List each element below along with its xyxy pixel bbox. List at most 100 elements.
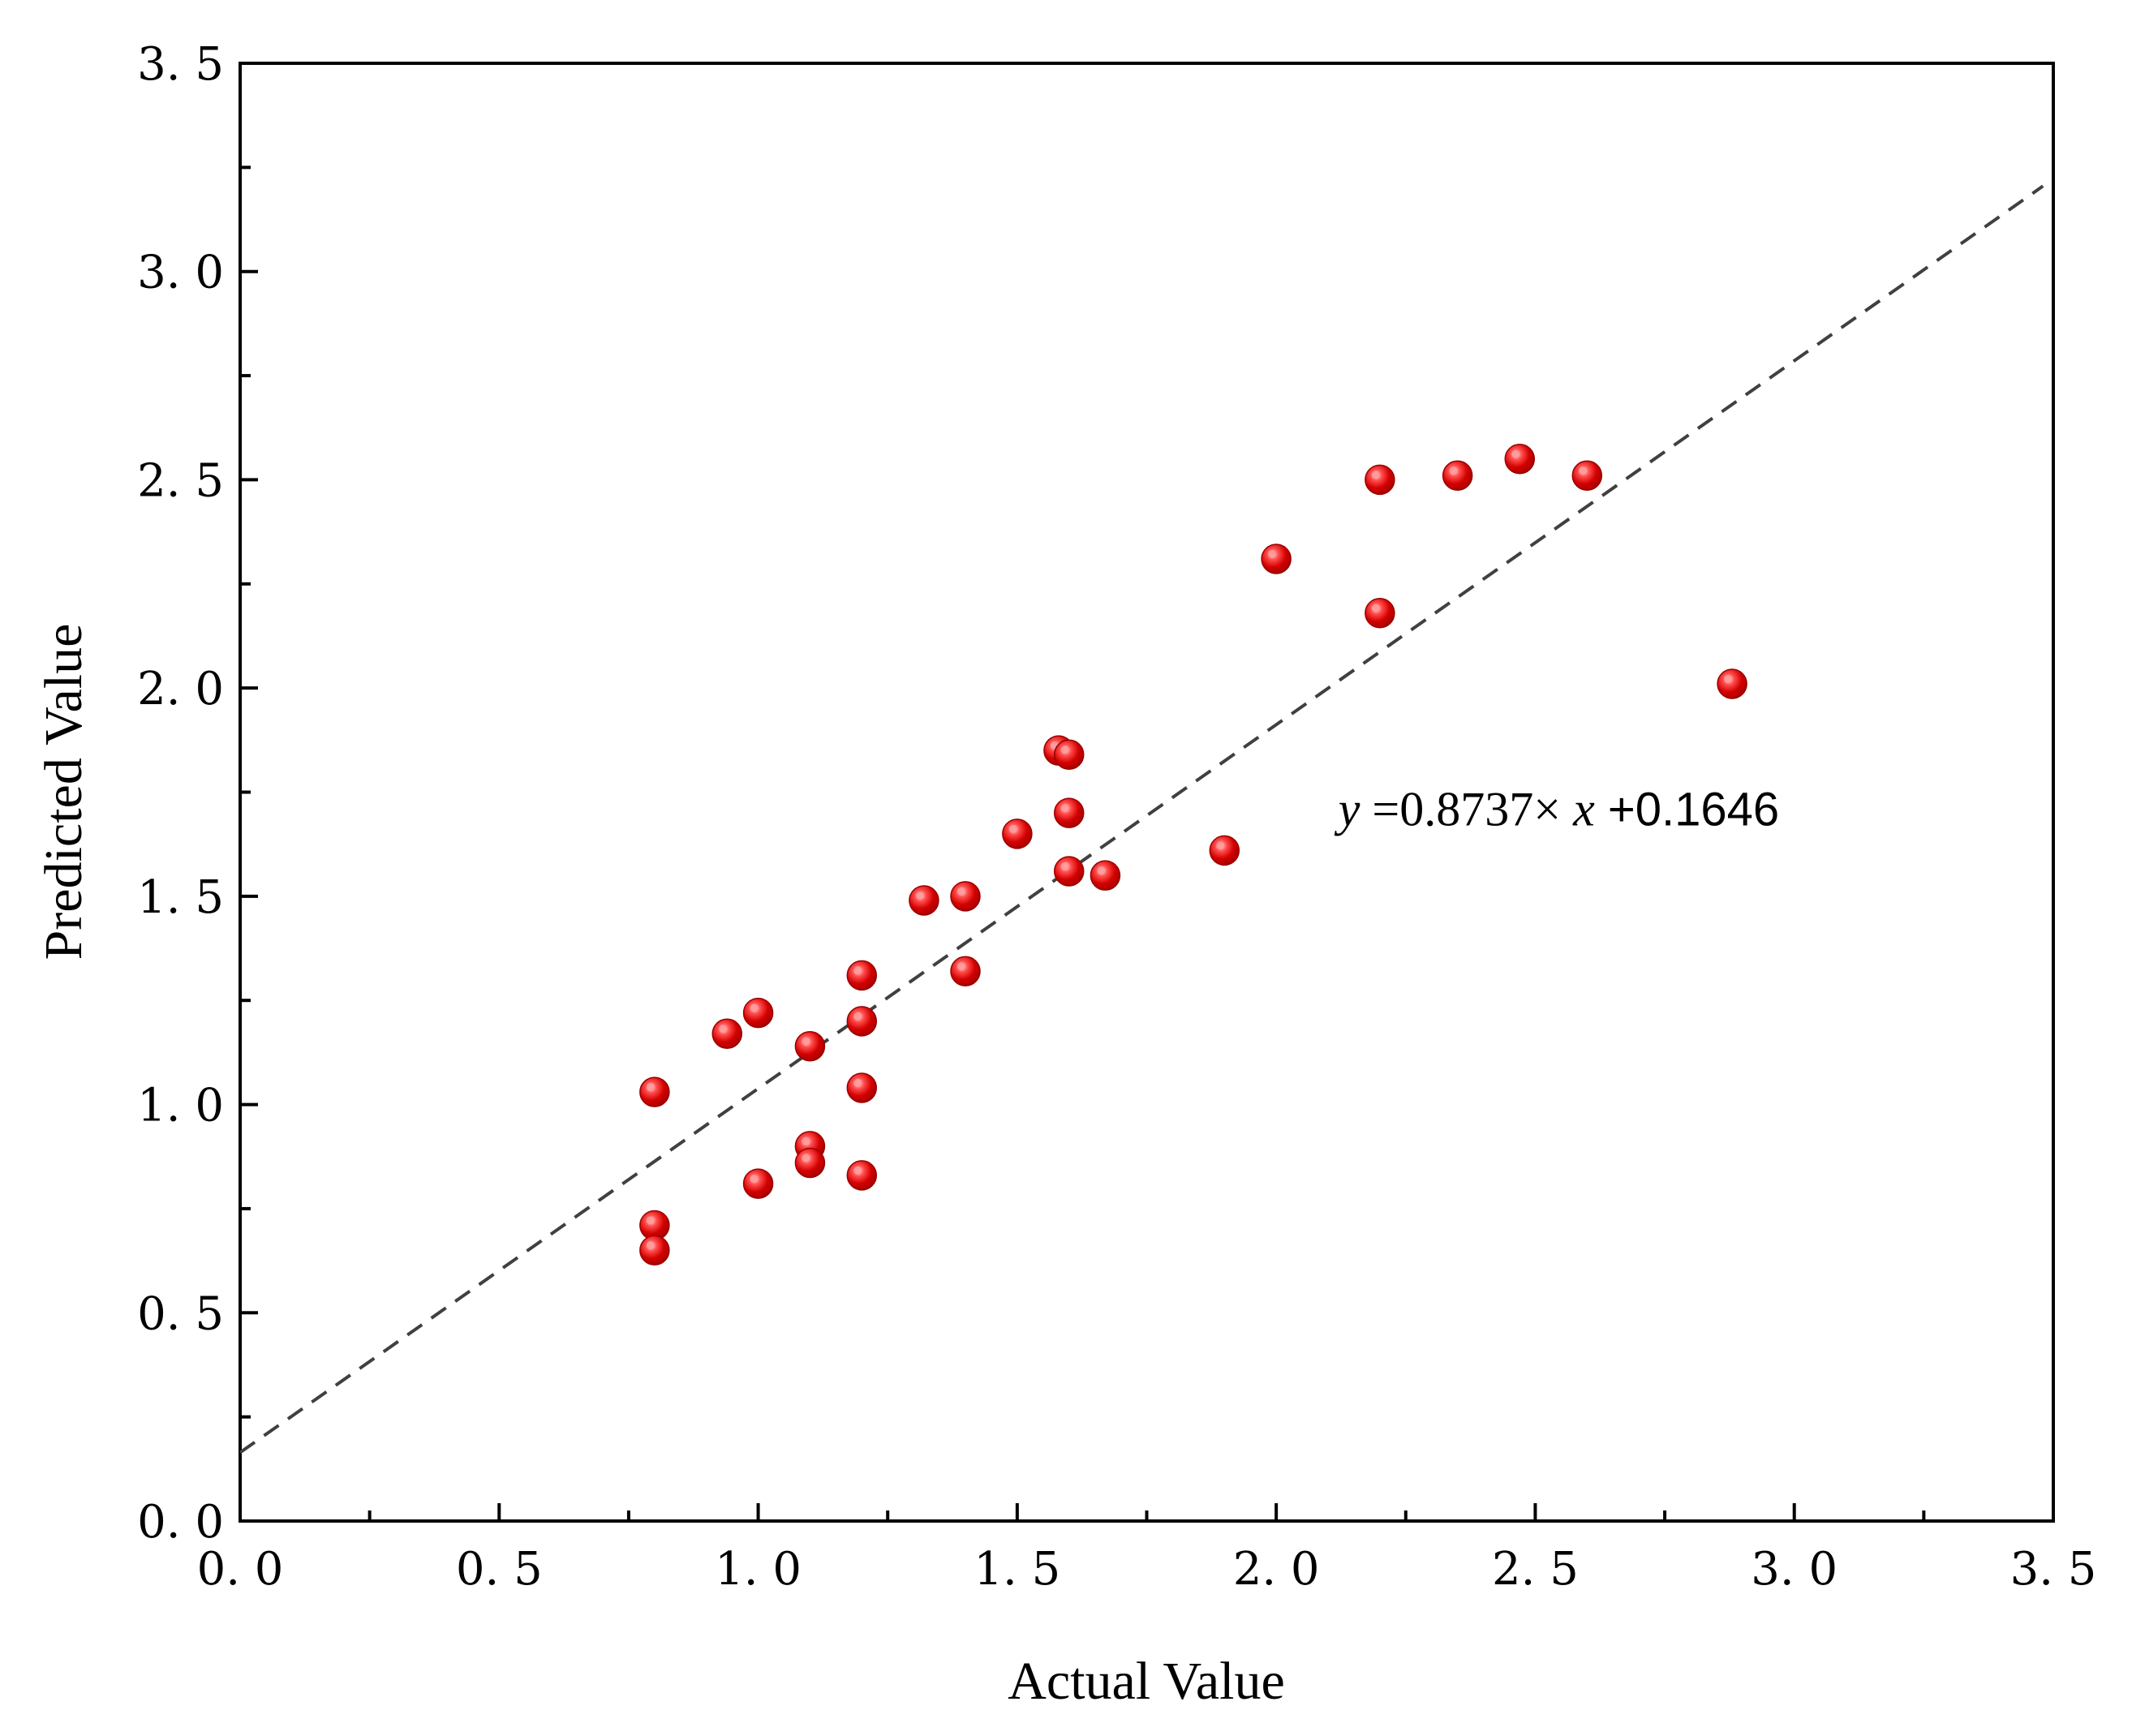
data-point-highlight bbox=[853, 1012, 862, 1021]
data-point-highlight bbox=[646, 1241, 655, 1250]
plot-frame bbox=[239, 62, 2055, 1523]
data-point-highlight bbox=[1060, 862, 1069, 871]
data-point-highlight bbox=[915, 891, 924, 900]
data-point-highlight bbox=[853, 966, 862, 975]
data-point bbox=[1365, 597, 1395, 629]
data-point-marker bbox=[1261, 544, 1292, 574]
data-point bbox=[1053, 739, 1085, 771]
data-point-marker bbox=[1209, 835, 1240, 866]
y-tick-label: 1. 0 bbox=[137, 1080, 224, 1132]
data-point-highlight bbox=[750, 1003, 759, 1012]
data-point-highlight bbox=[853, 1166, 862, 1175]
data-point bbox=[846, 1072, 878, 1103]
data-point-marker bbox=[639, 1076, 670, 1107]
regression-equation: y =0.8737× x +0.1646 bbox=[1334, 783, 1779, 836]
data-point bbox=[846, 1160, 878, 1191]
data-point-highlight bbox=[1724, 675, 1733, 684]
data-point-highlight bbox=[1097, 866, 1106, 875]
data-point-marker bbox=[1365, 464, 1395, 496]
points-layer bbox=[639, 444, 1747, 1266]
data-point-highlight bbox=[957, 962, 965, 971]
x-tick-label: 2. 5 bbox=[1492, 1543, 1579, 1596]
data-point-marker bbox=[794, 1030, 826, 1062]
data-point-marker bbox=[846, 960, 878, 991]
y-tick-label: 2. 0 bbox=[137, 663, 224, 715]
data-point bbox=[1002, 819, 1033, 849]
data-point-marker bbox=[742, 1168, 774, 1199]
equation-y-variable: y bbox=[1334, 783, 1360, 836]
x-tick-label: 1. 0 bbox=[715, 1543, 802, 1596]
data-point-highlight bbox=[853, 1079, 862, 1088]
equation-intercept: +0.1646 bbox=[1595, 784, 1779, 836]
data-point-marker bbox=[794, 1147, 826, 1179]
data-point-marker bbox=[1442, 460, 1473, 492]
data-point-marker bbox=[846, 1072, 878, 1103]
data-point-marker bbox=[1053, 739, 1085, 771]
tick-labels-layer: 0. 00. 0 0. 5 0. 5 1. 0 1. 0 1. 5 1. 5 2. 0 2. 0… bbox=[137, 38, 2096, 1596]
x-tick-label: 3. 5 bbox=[2010, 1543, 2097, 1596]
data-point-marker bbox=[1365, 597, 1395, 629]
data-point-marker bbox=[950, 956, 981, 987]
data-point bbox=[1571, 460, 1603, 492]
x-axis-label: Actual Value bbox=[1008, 1652, 1285, 1711]
data-point bbox=[1261, 544, 1292, 574]
data-point bbox=[639, 1076, 670, 1107]
data-point bbox=[794, 1030, 826, 1062]
data-point bbox=[950, 956, 981, 987]
data-point bbox=[909, 885, 939, 916]
data-point-highlight bbox=[1216, 841, 1225, 850]
data-point-highlight bbox=[646, 1083, 655, 1092]
data-point-highlight bbox=[802, 1154, 810, 1162]
data-point bbox=[639, 1210, 670, 1241]
data-point bbox=[846, 960, 878, 991]
regression-fit-line bbox=[239, 184, 2044, 1455]
data-point bbox=[1053, 797, 1085, 828]
x-tick-label: 0. 0 bbox=[197, 1543, 284, 1596]
data-point-highlight bbox=[957, 887, 965, 896]
data-point-marker bbox=[742, 997, 774, 1029]
data-point bbox=[846, 1006, 878, 1037]
data-point-marker bbox=[711, 1018, 743, 1050]
data-point-highlight bbox=[646, 1216, 655, 1225]
data-point-marker bbox=[1002, 819, 1033, 849]
data-point-marker bbox=[1053, 797, 1085, 828]
data-point-marker bbox=[950, 881, 981, 912]
data-point-marker bbox=[909, 885, 939, 916]
data-point-marker bbox=[846, 1160, 878, 1191]
data-point-highlight bbox=[750, 1175, 759, 1184]
data-point bbox=[1365, 464, 1395, 496]
x-tick-label: 2. 0 bbox=[1233, 1543, 1320, 1596]
data-point-highlight bbox=[1008, 824, 1017, 833]
data-point bbox=[794, 1147, 826, 1179]
data-point-highlight bbox=[1060, 804, 1069, 813]
data-point-marker bbox=[1053, 856, 1085, 887]
y-tick-label: 3. 0 bbox=[137, 247, 224, 299]
y-tick-label: 0. 0 bbox=[137, 1496, 224, 1549]
data-point-marker bbox=[846, 1006, 878, 1037]
data-point bbox=[711, 1018, 743, 1050]
data-point-highlight bbox=[1060, 746, 1069, 754]
data-point-marker bbox=[639, 1235, 670, 1266]
data-point bbox=[950, 881, 981, 912]
data-point-marker bbox=[1090, 860, 1121, 891]
data-point bbox=[1053, 856, 1085, 887]
y-tick-label: 0. 5 bbox=[137, 1287, 224, 1340]
data-point bbox=[1090, 860, 1121, 891]
equation-x-variable: x bbox=[1561, 783, 1595, 836]
x-tick-label: 0. 5 bbox=[456, 1543, 543, 1596]
data-point-highlight bbox=[802, 1137, 810, 1145]
data-point-highlight bbox=[1449, 466, 1458, 475]
y-tick-label: 1. 5 bbox=[137, 871, 224, 924]
data-point bbox=[1442, 460, 1473, 492]
data-point bbox=[742, 1168, 774, 1199]
data-point bbox=[639, 1235, 670, 1266]
x-tick-label: 3. 0 bbox=[1751, 1543, 1838, 1596]
data-point-highlight bbox=[719, 1025, 728, 1033]
equation-slope: =0.8737× bbox=[1360, 783, 1561, 836]
data-point bbox=[1209, 835, 1240, 866]
data-point bbox=[742, 997, 774, 1029]
y-tick-label: 3. 5 bbox=[137, 38, 224, 91]
data-point-highlight bbox=[1579, 466, 1588, 475]
